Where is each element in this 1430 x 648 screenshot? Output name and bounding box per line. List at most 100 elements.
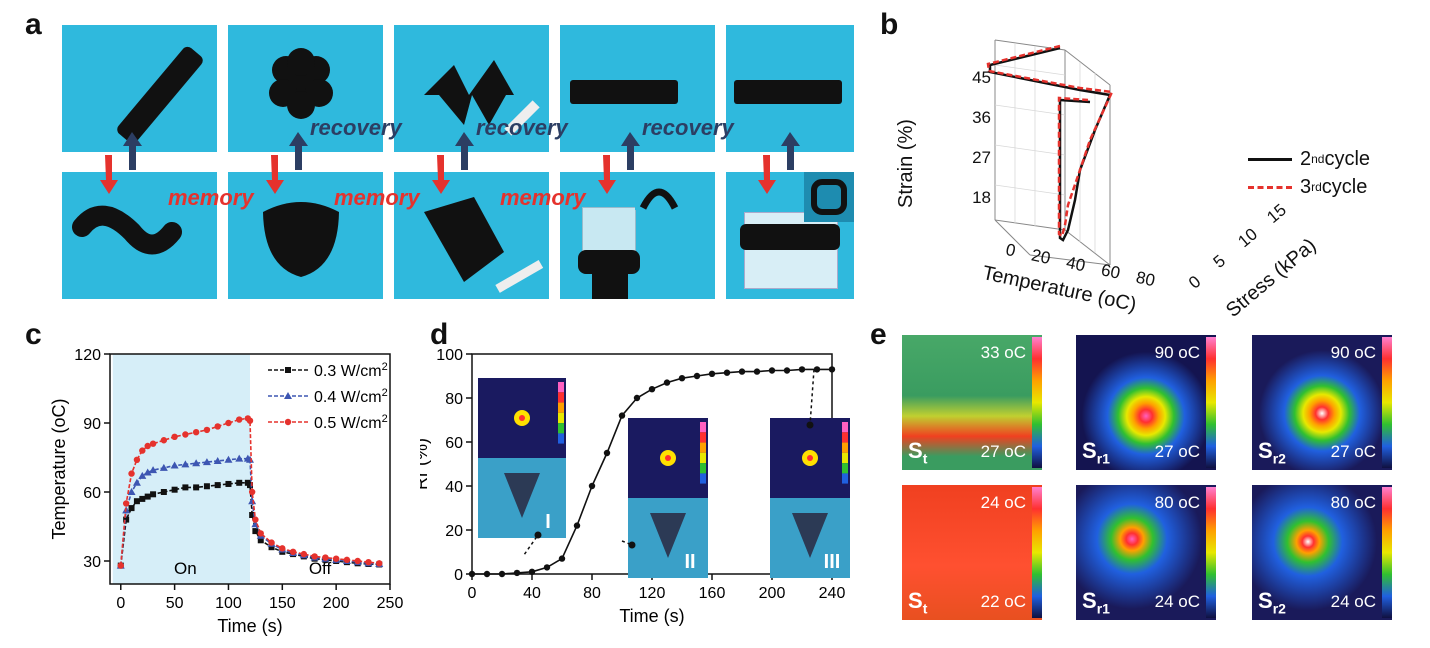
region-label-on: On <box>174 559 197 578</box>
data-point <box>122 500 130 507</box>
b-ztick: 15 <box>1263 200 1290 227</box>
connector-dot <box>806 421 814 429</box>
series-3rd-cycle-line <box>986 44 1114 239</box>
plot-frame <box>109 353 391 585</box>
b-ytick: 45 <box>972 68 991 87</box>
data-point <box>365 558 372 566</box>
b-xtick: 40 <box>1064 252 1088 276</box>
x-tick-label: 0 <box>116 595 125 612</box>
data-point <box>236 416 243 423</box>
min-temperature-label: 27 oC <box>980 442 1026 461</box>
data-point <box>633 394 641 402</box>
data-point <box>708 370 716 377</box>
recovery-label-3: recovery <box>642 115 734 140</box>
data-point <box>738 368 746 375</box>
b-ztick: 5 <box>1209 251 1230 272</box>
photo-strip-wrapped-box <box>726 172 854 299</box>
data-point <box>133 498 140 505</box>
data-point <box>123 516 130 523</box>
memory-arrow <box>432 155 450 194</box>
data-point <box>127 488 136 495</box>
data-point <box>252 516 259 523</box>
photo-butterfly-original <box>394 25 549 152</box>
inset-III: III <box>770 418 850 578</box>
x-tick-label: 50 <box>166 595 184 612</box>
data-point <box>663 379 671 386</box>
colorbar-band <box>558 423 564 434</box>
photo-strip-original-2 <box>726 25 854 152</box>
y-tick-label: 80 <box>445 391 463 408</box>
sample-label: St <box>908 437 928 466</box>
chart-b-3d <box>986 39 1114 266</box>
legend-label-5: 0.5 W/cm2 <box>314 413 388 432</box>
data-point <box>483 570 491 578</box>
memory-label-3: memory <box>500 185 586 210</box>
y-tick-label: 30 <box>83 554 101 571</box>
data-point <box>224 455 233 463</box>
data-point <box>332 555 340 562</box>
data-point <box>768 367 776 374</box>
min-temperature-label: 27 oC <box>1330 442 1376 461</box>
on-region <box>112 354 251 584</box>
data-point <box>468 570 476 578</box>
chart-d-recovery-ratio: 0 40 80 120 160 200 240 0 20 40 60 80 100 Time (s) Rr … <box>420 347 850 626</box>
chart-b-yticks: 45 36 27 18 <box>965 58 991 218</box>
chart-b-box <box>994 39 1111 266</box>
colorbar-band <box>842 463 848 474</box>
x-tick-label: 80 <box>583 585 601 602</box>
data-point <box>588 482 596 490</box>
photo-flower-deformed <box>228 172 383 299</box>
y-tick-label: 60 <box>83 485 101 502</box>
b-ztick: 0 <box>1185 271 1205 293</box>
colorbar-band <box>558 433 564 444</box>
colorbar <box>558 382 564 454</box>
data-point <box>247 482 253 489</box>
colorbar <box>1206 337 1216 468</box>
data-point <box>171 433 178 440</box>
memory-arrow <box>598 155 616 194</box>
data-point <box>246 417 254 424</box>
data-point <box>311 553 318 560</box>
memory-label-1: memory <box>168 185 254 210</box>
colorbar-band <box>558 382 564 393</box>
photo-butterfly-deformed <box>394 172 549 299</box>
roman-label: I <box>545 511 551 533</box>
colorbar-band <box>842 473 848 484</box>
max-temperature-label: 24 oC <box>980 493 1026 512</box>
data-point <box>376 560 383 567</box>
inset-loop <box>804 172 854 222</box>
hotspot-core <box>807 455 813 461</box>
data-point <box>343 556 351 564</box>
data-point <box>138 471 147 479</box>
b-xtick: 20 <box>1029 245 1053 268</box>
data-point <box>693 372 701 380</box>
data-point <box>813 366 821 373</box>
data-point <box>182 484 189 491</box>
data-point <box>225 480 232 487</box>
data-point <box>144 442 151 450</box>
data-point <box>160 437 168 444</box>
b-ytick: 18 <box>972 188 991 207</box>
max-temperature-label: 90 oC <box>1330 343 1376 362</box>
photo-rod-original <box>62 25 217 152</box>
min-temperature-label: 27 oC <box>1154 442 1200 461</box>
legend-marker <box>284 418 292 426</box>
panel-label-d: d <box>430 318 449 351</box>
data-point <box>236 479 243 486</box>
b-ytick: 27 <box>972 148 991 167</box>
chart-b-ylabel: Strain (%) <box>895 119 917 208</box>
data-point <box>798 366 806 373</box>
y-tick-label: 120 <box>74 347 101 364</box>
region-label-off: Off <box>309 559 332 578</box>
sample-label: St <box>908 587 928 616</box>
data-point <box>203 483 210 490</box>
data-point <box>214 423 221 430</box>
colorbar-band <box>700 422 706 433</box>
thermal-image-r1-c1: 33 oC 27 oC St <box>902 335 1042 470</box>
thermal-image-r1-c3: 90 oC 27 oC Sr2 <box>1252 335 1392 470</box>
sample-label: Sr1 <box>1082 437 1110 466</box>
data-point <box>225 419 232 427</box>
photo-strip-wrapped-bottle <box>560 172 715 299</box>
colorbar-band <box>700 432 706 443</box>
min-temperature-label: 24 oC <box>1154 592 1200 611</box>
